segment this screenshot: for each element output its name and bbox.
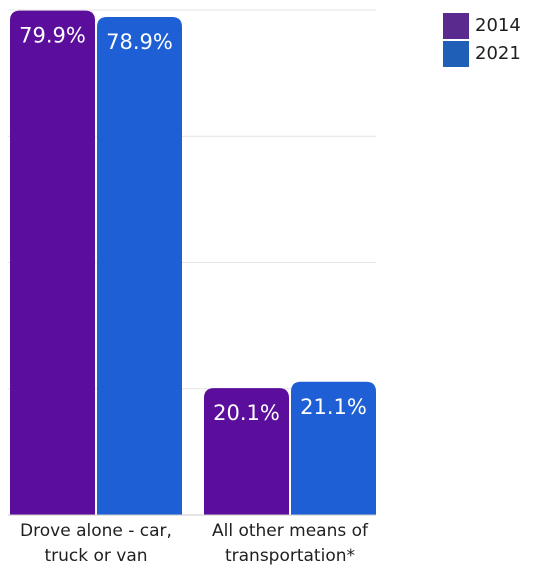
category-label-line: transportation* [225, 546, 355, 566]
legend-label-2014: 2014 [475, 15, 521, 36]
bar-value-label-2014-cat-0: 79.9% [19, 24, 86, 48]
category-label-line: All other means of [212, 521, 369, 541]
bar-value-label-2021-cat-0: 78.9% [106, 30, 173, 54]
category-labels: Drove alone - car, truck or van All other … [20, 521, 369, 566]
bars [10, 10, 376, 515]
category-label-line: truck or van [44, 546, 147, 566]
legend-label-2021: 2021 [475, 43, 521, 64]
category-label-0: Drove alone - car, truck or van [20, 521, 172, 566]
bar-value-label-2014-cat-1: 20.1% [213, 401, 280, 425]
legend-swatch-2014 [443, 13, 469, 39]
bar-2021-cat-0[interactable] [97, 16, 182, 515]
legend: 2014 2021 [443, 12, 521, 68]
legend-item-2014[interactable]: 2014 [443, 12, 521, 40]
bar-value-label-2021-cat-1: 21.1% [300, 395, 367, 419]
category-label-line: Drove alone - car, [20, 521, 172, 541]
legend-swatch-2021 [443, 41, 469, 67]
bar-2014-cat-1[interactable] [204, 388, 289, 515]
category-label-1: All other means of transportation* [212, 521, 369, 566]
bar-2021-cat-1[interactable] [291, 381, 376, 515]
bar-2014-cat-0[interactable] [10, 10, 95, 515]
legend-item-2021[interactable]: 2021 [443, 40, 521, 68]
bar-value-labels: 79.9% 78.9% 20.1% 21.1% [19, 24, 367, 425]
